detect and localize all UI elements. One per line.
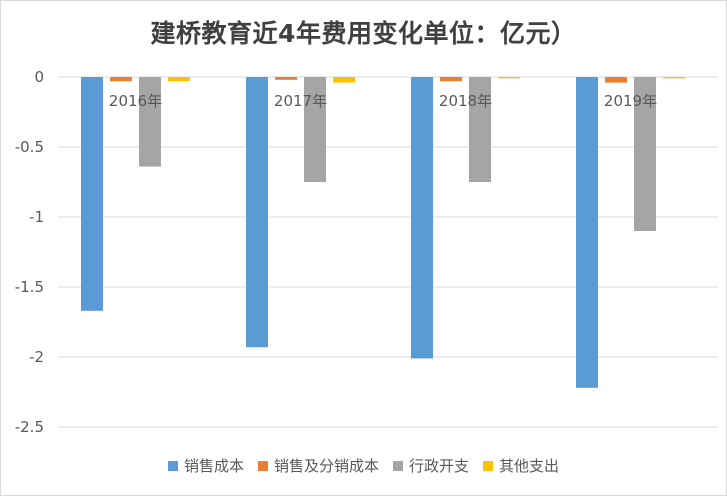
legend-label: 销售成本	[183, 457, 244, 475]
legend-item: 销售成本	[167, 455, 244, 476]
bar-1-2	[246, 77, 268, 348]
bar-3-3	[469, 77, 491, 182]
bar-4-3	[498, 77, 520, 79]
bar-4-1	[168, 77, 190, 82]
category-label: 2016年	[109, 92, 162, 110]
legend-item: 行政开支	[393, 455, 469, 476]
category-label: 2019年	[604, 92, 657, 110]
bar-3-1	[139, 77, 161, 167]
legend-swatch	[167, 460, 178, 471]
bar-1-1	[81, 77, 103, 311]
bar-1-3	[411, 77, 433, 359]
bar-2-4	[605, 77, 627, 83]
bars	[81, 77, 685, 388]
legend-label: 行政开支	[409, 457, 470, 475]
gridlines	[58, 76, 718, 428]
y-tick-label: -1.5	[15, 278, 44, 296]
y-tick-label: 0	[34, 68, 44, 86]
bar-1-4	[576, 77, 598, 388]
bar-2-3	[440, 77, 462, 82]
y-tick-label: -0.5	[15, 138, 44, 156]
y-tick-label: -2	[29, 348, 44, 366]
legend-item: 销售及分销成本	[257, 455, 379, 476]
category-label: 2018年	[439, 92, 492, 110]
bar-3-4	[634, 77, 656, 231]
y-axis-ticks: 0 -0.5 -1 -1.5 -2 -2.5	[15, 68, 44, 436]
y-tick-label: -1	[29, 208, 44, 226]
category-labels: 2016年 2017年 2018年 2019年	[109, 92, 657, 110]
legend-swatch	[393, 460, 403, 471]
category-label: 2017年	[274, 92, 327, 110]
bar-2-1	[110, 77, 132, 82]
legend-label: 其他支出	[499, 457, 560, 475]
legend-swatch	[483, 460, 494, 471]
chart-title: 建桥教育近4年费用变化单位：亿元）	[150, 19, 577, 48]
bar-4-2	[333, 77, 355, 83]
legend-item: 其他支出	[483, 455, 559, 476]
legend: 销售成本 销售及分销成本 行政开支 其他支出	[0, 455, 727, 476]
bar-4-4	[663, 77, 685, 79]
bar-3-2	[304, 77, 326, 182]
legend-swatch	[257, 460, 268, 471]
legend-label: 销售及分销成本	[273, 457, 379, 475]
bar-2-2	[275, 77, 297, 80]
y-tick-label: -2.5	[15, 418, 44, 436]
